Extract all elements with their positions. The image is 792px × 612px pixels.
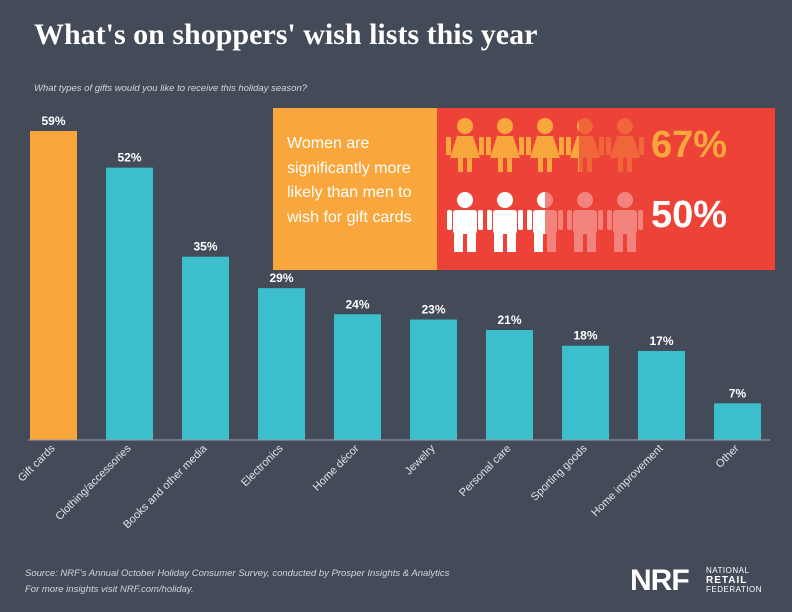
woman-icon xyxy=(486,118,524,172)
category-label: Books and other media xyxy=(121,442,210,531)
bar-jewelry xyxy=(410,319,457,440)
men-icon-row xyxy=(447,192,643,252)
logo-mark: NRF xyxy=(630,564,690,597)
category-label: Personal care xyxy=(457,443,513,499)
bar-other xyxy=(714,403,761,440)
value-label: 17% xyxy=(649,334,673,348)
source-note: Source: NRF's Annual October Holiday Con… xyxy=(25,568,450,579)
category-label: Clothing/accessories xyxy=(53,442,134,523)
women-icon-row xyxy=(446,118,644,172)
value-label: 35% xyxy=(193,240,217,254)
callout-stat-panel: 67% 50% xyxy=(437,108,775,270)
value-label: 59% xyxy=(41,114,65,128)
bar-electronics xyxy=(258,288,305,440)
value-label: 23% xyxy=(421,303,445,317)
category-label: Home décor xyxy=(311,442,362,493)
chart-subtitle: What types of gifts would you like to re… xyxy=(34,83,308,94)
man-icon xyxy=(487,192,523,252)
bar-personal-care xyxy=(486,330,533,440)
bar-clothing-accessories xyxy=(106,167,153,440)
value-label: 29% xyxy=(269,271,293,285)
logo-wordmark: NATIONAL RETAIL FEDERATION xyxy=(706,566,762,595)
woman-icon xyxy=(526,118,564,172)
callout-text-panel: Women are significantly more likely than… xyxy=(273,108,437,270)
man-icon xyxy=(607,192,643,252)
man-icon xyxy=(527,192,563,252)
value-label: 24% xyxy=(345,297,369,311)
bar-chart: 59% Gift cards 52% Clothing/accessories 35% B… xyxy=(16,114,770,531)
logo-line-2: RETAIL xyxy=(706,574,748,586)
footer-source: Source: NRF's Annual October Holiday Con… xyxy=(25,566,449,598)
category-label: Home improvement xyxy=(589,443,665,519)
gift-card-callout: Women are significantly more likely than… xyxy=(273,108,775,270)
bar-home-d-cor xyxy=(334,314,381,440)
logo-line-3: FEDERATION xyxy=(706,585,762,594)
woman-icon xyxy=(566,118,604,172)
value-label: 52% xyxy=(117,151,141,165)
bar-sporting-goods xyxy=(562,345,609,440)
woman-icon xyxy=(446,118,484,172)
man-icon xyxy=(447,192,483,252)
value-label: 7% xyxy=(729,386,747,400)
woman-icon xyxy=(606,118,644,172)
nrf-logo: NRF NATIONAL RETAIL FEDERATION xyxy=(630,564,770,598)
category-label: Electronics xyxy=(239,442,286,489)
category-label: Jewelry xyxy=(403,442,438,477)
category-label: Sporting goods xyxy=(529,442,590,503)
women-percent: 67% xyxy=(651,124,728,166)
value-label: 18% xyxy=(573,329,597,343)
man-icon xyxy=(567,192,603,252)
bar-books-and-other-media xyxy=(182,256,229,440)
callout-text: Women are significantly more likely than… xyxy=(287,135,412,226)
logo-line-1: NATIONAL xyxy=(706,566,750,575)
category-label: Other xyxy=(714,442,742,470)
bar-home-improvement xyxy=(638,350,685,440)
men-percent: 50% xyxy=(651,194,728,236)
bar-gift-cards xyxy=(30,131,77,440)
page-title: What's on shoppers' wish lists this year xyxy=(34,18,538,51)
more-insights-link[interactable]: For more insights visit NRF.com/holiday. xyxy=(25,584,194,595)
value-label: 21% xyxy=(497,313,521,327)
category-label: Gift cards xyxy=(16,442,58,484)
